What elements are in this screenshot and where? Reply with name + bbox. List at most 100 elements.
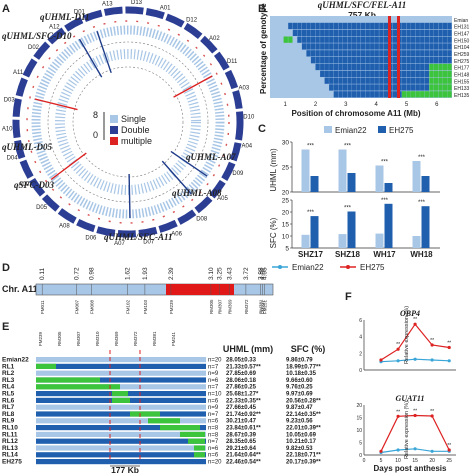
row-sfc: 9.76±0.25 [286, 385, 313, 391]
heatmap-cell [342, 36, 348, 43]
f-ylabel-bottom: Relative expression (%) [404, 401, 410, 459]
heatmap-cell [342, 84, 348, 91]
data-point [430, 358, 434, 362]
heatmap-cell [379, 63, 384, 71]
heatmap-cell [347, 77, 352, 84]
heatmap-cell [411, 22, 416, 30]
row-name: Emian22 [2, 357, 29, 364]
heatmap-cell [333, 22, 338, 30]
heatmap-cell [429, 16, 434, 23]
qtl-label: qUHML-D05 [2, 142, 52, 152]
heatmap-cell [401, 70, 407, 77]
heatmap-cell [329, 29, 334, 36]
b-tick-label: 2 [314, 102, 318, 108]
heatmap-cell [347, 91, 352, 98]
heatmap-cell [438, 50, 443, 57]
position-label: 3.43 [227, 267, 234, 280]
heatmap-cell [347, 50, 352, 57]
heatmap-cell [333, 50, 338, 57]
heatmap-cell [415, 29, 420, 36]
marker-label: RM305 [209, 299, 214, 314]
qtl-label: qSFC-D03 [14, 180, 55, 190]
position-label: 4.05 [262, 267, 269, 280]
sig-label: *** [307, 144, 315, 150]
heatmap-cell [379, 91, 384, 98]
bar [412, 161, 421, 192]
heatmap-cell [283, 63, 288, 71]
row-name: RL9 [2, 418, 15, 425]
qtl-label: qUHML/SFC-D10 [2, 31, 72, 41]
panel-c-letter: C [258, 123, 266, 135]
qtl-spike [161, 160, 192, 195]
heatmap-cell [383, 70, 389, 77]
line-name: EH177 [454, 66, 470, 72]
sig-label: *** [418, 155, 426, 161]
heatmap-cell [310, 63, 316, 71]
marker-label: FM011 [40, 300, 45, 314]
heatmap-cell [392, 57, 398, 64]
e-marker-labels: FM239 RM305 RM307 RM310 RM369 RM372 RM381 FM241 [38, 331, 176, 346]
heatmap-cell [292, 36, 298, 43]
heatmap-cell [411, 57, 416, 64]
marker-positions: 0.11 FM011 0.72 FM007 0.98 FM008 1.62 FM102 1.93… [39, 267, 268, 314]
heatmap-cell [329, 22, 334, 30]
heatmap-cell [361, 57, 366, 64]
row-sfc: 22.18±0.71** [286, 453, 321, 459]
row-n: n=8 [208, 432, 219, 438]
heatmap-cell [392, 36, 398, 43]
data-point [447, 345, 451, 350]
heatmap-cell [333, 91, 338, 98]
heatmap-cell [351, 43, 357, 50]
heatmap-cell [279, 70, 284, 77]
chromosome-label: D06 [85, 236, 97, 242]
heatmap-cell [379, 77, 384, 84]
legend-double-swatch [110, 126, 118, 134]
sig-label: *** [418, 200, 426, 206]
b-tick-label: 1 [284, 102, 288, 108]
heatmap-cell [283, 22, 288, 30]
heatmap-cell [429, 36, 434, 43]
heatmap-cell [315, 63, 320, 71]
heatmap-cell [324, 22, 329, 30]
c-category-label: WH17 [373, 250, 396, 259]
data-point [379, 449, 383, 453]
line-name: EH148 [454, 73, 470, 79]
heatmap-cell [279, 22, 284, 30]
heatmap-cell [370, 16, 375, 23]
legend-marker-eh275 [346, 265, 350, 269]
heatmap-cell [310, 84, 316, 91]
heatmap-cell [401, 36, 407, 43]
heatmap-cell [374, 70, 379, 77]
heatmap-cell [324, 57, 329, 64]
row-uhml: 28.35±0.65 [226, 439, 257, 445]
heatmap-cell [301, 77, 307, 84]
heatmap-cell [342, 16, 348, 23]
heatmap-cell [438, 36, 443, 43]
heatmap-cell [442, 70, 448, 77]
heatmap-cell [392, 29, 398, 36]
heatmap-cell [365, 84, 370, 91]
heatmap-cell [433, 57, 439, 64]
heatmap-cell [447, 70, 452, 77]
heatmap-cell [351, 22, 357, 30]
heatmap-cell [411, 29, 416, 36]
row-sfc: 10.18±0.35 [286, 371, 317, 377]
heatmap-cell [392, 16, 398, 23]
scale-bottom: 0 [93, 130, 98, 140]
heatmap-cell [415, 84, 420, 91]
heatmap-cell [365, 70, 370, 77]
f-ylabel-top: Relative expression (%) [404, 306, 410, 364]
heatmap-cell [297, 84, 302, 91]
heatmap-cell [438, 70, 443, 77]
heatmap-cell [347, 36, 352, 43]
marker-label: RM307 [217, 299, 222, 314]
f-xtick-label: 0 [363, 458, 366, 464]
scale-ring-outer [47, 41, 209, 203]
heatmap-cell [424, 43, 429, 50]
heatmap-cell [320, 43, 325, 50]
heatmap-cell [329, 16, 334, 23]
heatmap-cell [306, 84, 311, 91]
f-xtick-label: 25 [446, 458, 452, 464]
heatmap-cell [347, 70, 352, 77]
